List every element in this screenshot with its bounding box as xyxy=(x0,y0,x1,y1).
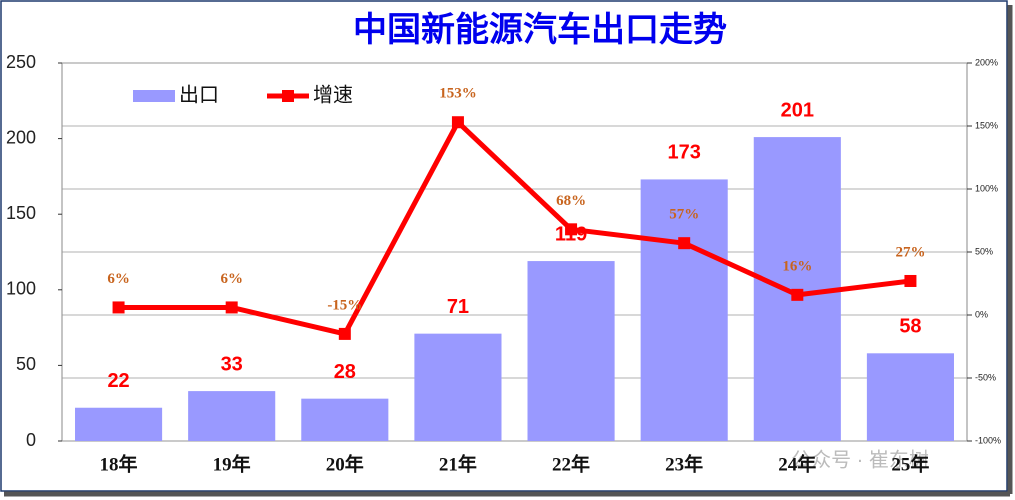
line-marker xyxy=(904,274,917,287)
line-value-label: 6% xyxy=(107,271,130,287)
bar xyxy=(414,333,502,441)
y2-tick-label: 200% xyxy=(975,57,998,67)
legend-swatch xyxy=(282,90,294,102)
bar-value-label: 173 xyxy=(668,142,701,164)
bar xyxy=(866,353,954,441)
bar xyxy=(527,261,615,441)
y2-tick-label: -100% xyxy=(975,435,1001,445)
x-tick-label: 20年 xyxy=(326,452,364,475)
line-value-label: -15% xyxy=(327,297,362,313)
y-tick-label: 0 xyxy=(26,430,36,450)
y2-tick-label: 150% xyxy=(975,120,998,130)
line-marker xyxy=(451,116,464,129)
line-value-label: 68% xyxy=(556,193,586,209)
watermark: 公众号 · 崔东树 xyxy=(791,448,929,471)
x-tick-label: 22年 xyxy=(552,452,590,475)
y-tick-label: 150 xyxy=(6,203,36,223)
x-tick-label: 21年 xyxy=(439,452,477,475)
y-tick-label: 100 xyxy=(6,279,36,299)
y2-tick-label: -50% xyxy=(975,372,996,382)
bar xyxy=(75,407,163,441)
x-tick-label: 19年 xyxy=(213,452,251,475)
bar xyxy=(301,398,389,441)
y2-tick-label: 50% xyxy=(975,246,993,256)
bar-value-label: 58 xyxy=(899,316,921,338)
bar xyxy=(188,391,276,441)
bar xyxy=(640,179,728,441)
line-value-label: 57% xyxy=(669,207,699,223)
line-value-label: 16% xyxy=(782,258,812,274)
bar-value-label: 201 xyxy=(781,99,814,121)
line-marker xyxy=(565,223,578,236)
line-value-label: 153% xyxy=(439,86,477,102)
line-marker xyxy=(678,237,691,250)
bar-value-label: 28 xyxy=(334,361,356,383)
line-marker xyxy=(791,288,804,301)
bar-value-label: 33 xyxy=(221,353,243,375)
line-marker xyxy=(338,327,351,340)
chart-title: 中国新能源汽车出口走势 xyxy=(353,11,727,49)
y-tick-label: 50 xyxy=(16,354,36,374)
bar-value-label: 22 xyxy=(107,370,129,392)
legend-label: 增速 xyxy=(313,83,353,106)
x-tick-label: 23年 xyxy=(665,452,703,475)
x-tick-label: 18年 xyxy=(100,452,138,475)
y2-tick-label: 0% xyxy=(975,309,988,319)
line-value-label: 27% xyxy=(895,244,925,260)
legend-swatch xyxy=(133,90,175,102)
legend-label: 出口 xyxy=(179,83,219,106)
x-tick-label: 25年 xyxy=(891,452,929,475)
x-tick-label: 24年 xyxy=(778,452,816,475)
line-marker xyxy=(112,301,125,314)
y-tick-label: 250 xyxy=(6,52,36,72)
bar-value-label: 71 xyxy=(447,296,469,318)
y-tick-label: 200 xyxy=(6,127,36,147)
line xyxy=(118,119,911,337)
y2-tick-label: 100% xyxy=(975,183,998,193)
line-value-label: 6% xyxy=(220,271,243,287)
line-marker xyxy=(225,301,238,314)
